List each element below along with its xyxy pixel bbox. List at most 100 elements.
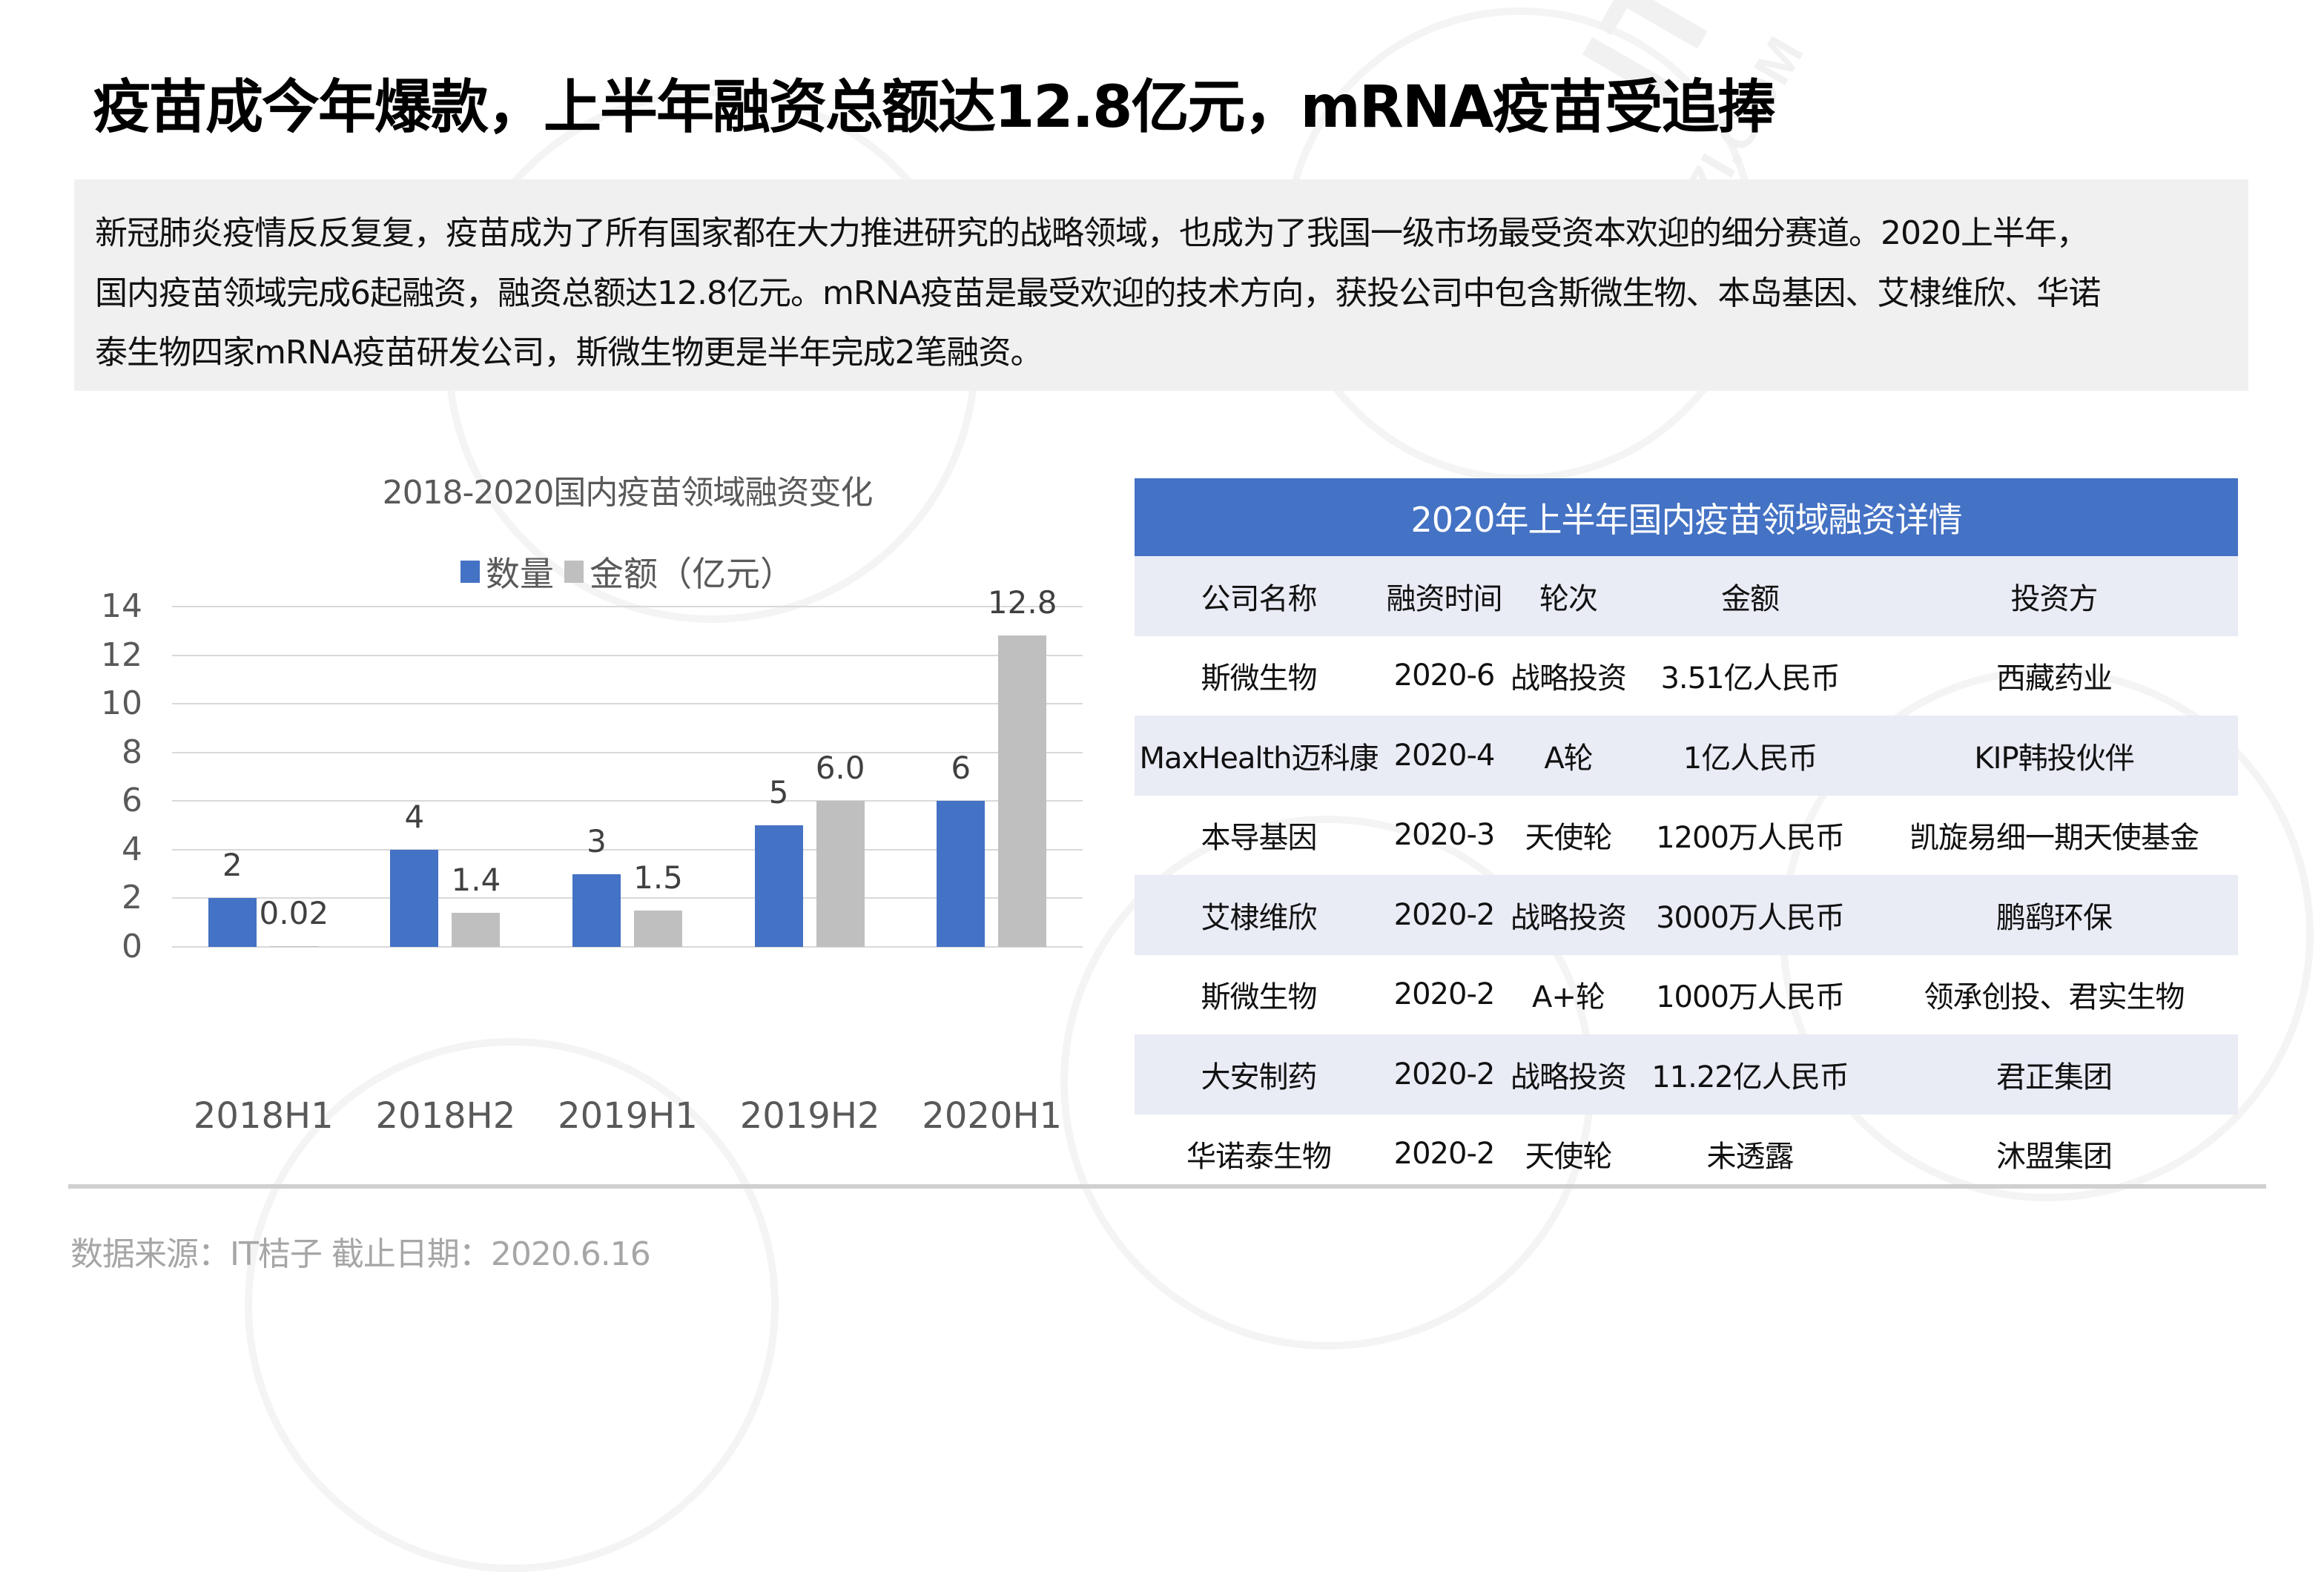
y-axis-tick: 8	[122, 733, 142, 771]
round-cell: A+轮	[1532, 980, 1605, 1015]
date-cell: 2020-2	[1393, 897, 1496, 932]
y-axis-tick: 4	[122, 830, 142, 868]
company-cell: 华诺泰生物	[1186, 1140, 1332, 1175]
data-label: 0.02	[259, 895, 329, 932]
legend-label: 数量	[486, 554, 554, 594]
date-cell: 2020-2	[1393, 1137, 1496, 1172]
company-cell: 艾棣维欣	[1201, 900, 1318, 935]
table-row: MaxHealth迈科康 2020-4 A轮 1亿人民币 KIP韩投伙伴	[1135, 716, 2238, 796]
chart-title: 2018-2020国内疫苗领域融资变化	[382, 474, 874, 512]
bar-amount	[269, 946, 318, 947]
table-row: 斯微生物 2020-6 战略投资 3.51亿人民币 西藏药业	[1135, 636, 2238, 716]
data-label: 1.5	[633, 859, 683, 896]
column-header: 金额	[1721, 581, 1780, 616]
table-row: 艾棣维欣 2020-2 战略投资 3000万人民币 鹏鹞环保	[1135, 875, 2238, 955]
x-axis-label: 2019H2	[739, 1095, 880, 1137]
bar-amount	[816, 801, 865, 947]
gridline	[172, 848, 1083, 851]
company-cell: 大安制药	[1201, 1060, 1318, 1094]
amount-cell: 1亿人民币	[1683, 741, 1818, 776]
bar-count	[208, 898, 257, 947]
gridline	[172, 946, 1083, 948]
table-header-row: 公司名称 融资时间 轮次 金额 投资方	[1135, 556, 2238, 636]
summary-line: 泰生物四家mRNA疫苗研发公司，斯微生物更是半年完成2笔融资。	[95, 334, 1043, 371]
column-header: 公司名称	[1201, 581, 1318, 616]
data-label: 1.4	[451, 862, 501, 899]
date-cell: 2020-6	[1393, 658, 1496, 693]
round-cell: 战略投资	[1511, 1060, 1627, 1094]
company-cell: 斯微生物	[1201, 661, 1318, 696]
chart-legend: 数量 金额（亿元）	[172, 547, 1083, 596]
table-row: 大安制药 2020-2 战略投资 11.22亿人民币 君正集团	[1135, 1034, 2238, 1114]
y-axis-tick: 12	[101, 635, 142, 674]
y-axis-tick: 14	[101, 587, 142, 625]
y-axis-tick: 10	[101, 684, 142, 723]
bar-amount	[634, 910, 682, 947]
column-header: 投资方	[2010, 581, 2099, 616]
data-label: 5	[768, 774, 789, 811]
data-label: 3	[587, 822, 607, 859]
legend-item-count: 数量	[460, 547, 554, 596]
bar-count	[572, 873, 621, 947]
summary-line: 国内疫苗领域完成6起融资，融资总额达12.8亿元。mRNA疫苗是最受欢迎的技术方…	[95, 274, 2101, 312]
data-source-note: 数据来源：IT桔子 截止日期：2020.6.16	[70, 1235, 651, 1273]
table-row: 华诺泰生物 2020-2 天使轮 未透露 沐盟集团	[1135, 1114, 2238, 1195]
gridline	[172, 654, 1083, 656]
bar-count	[390, 849, 439, 947]
date-cell: 2020-2	[1393, 1057, 1496, 1092]
footer-divider	[68, 1184, 2266, 1189]
amount-cell: 11.22亿人民币	[1651, 1060, 1849, 1094]
gridline	[172, 897, 1083, 899]
x-axis-label: 2019H1	[558, 1095, 698, 1137]
x-axis-label: 2018H1	[193, 1095, 334, 1137]
investor-cell: 西藏药业	[1996, 661, 2113, 696]
date-cell: 2020-4	[1393, 738, 1496, 773]
data-label: 12.8	[987, 584, 1057, 621]
bar-amount	[452, 913, 501, 947]
data-label: 2	[222, 847, 242, 884]
amount-cell: 1200万人民币	[1656, 821, 1845, 856]
gridline	[172, 751, 1083, 753]
bar-count	[754, 825, 803, 947]
investor-cell: 领承创投、君实生物	[1924, 980, 2185, 1015]
amount-cell: 3.51亿人民币	[1660, 661, 1840, 696]
summary-box: 新冠肺炎疫情反反复复，疫苗成为了所有国家都在大力推进研究的战略领域，也成为了我国…	[74, 179, 2248, 391]
table-row: 斯微生物 2020-2 A+轮 1000万人民币 领承创投、君实生物	[1135, 955, 2238, 1035]
table-title: 2020年上半年国内疫苗领域融资详情	[1135, 478, 2238, 556]
legend-item-amount: 金额（亿元）	[564, 547, 794, 596]
data-label: 4	[404, 798, 425, 835]
company-cell: 斯微生物	[1201, 980, 1318, 1015]
data-label: 6	[951, 750, 971, 787]
investor-cell: KIP韩投伙伴	[1974, 741, 2134, 776]
x-axis-label: 2018H2	[375, 1095, 516, 1137]
round-cell: 天使轮	[1525, 821, 1613, 856]
round-cell: 战略投资	[1511, 900, 1627, 935]
bar-count	[937, 801, 986, 947]
bar-amount	[998, 635, 1047, 947]
amount-cell: 3000万人民币	[1656, 900, 1845, 935]
y-axis-tick: 6	[122, 782, 142, 820]
company-cell: MaxHealth迈科康	[1139, 741, 1379, 776]
company-cell: 本导基因	[1201, 821, 1318, 856]
date-cell: 2020-2	[1393, 977, 1496, 1012]
date-cell: 2020-3	[1393, 818, 1496, 853]
gridline	[172, 606, 1083, 607]
y-axis-tick: 2	[122, 879, 142, 917]
amount-cell: 未透露	[1706, 1140, 1795, 1175]
investor-cell: 鹏鹞环保	[1996, 900, 2113, 935]
round-cell: 战略投资	[1511, 661, 1627, 696]
legend-label: 金额（亿元）	[590, 554, 794, 594]
legend-swatch-blue-icon	[460, 561, 480, 583]
gridline	[172, 800, 1083, 802]
column-header: 轮次	[1539, 581, 1598, 616]
round-cell: A轮	[1544, 741, 1593, 776]
gridline	[172, 703, 1083, 705]
investor-cell: 沐盟集团	[1996, 1140, 2113, 1175]
column-header: 融资时间	[1386, 581, 1503, 616]
table-row: 本导基因 2020-3 天使轮 1200万人民币 凯旋易细一期天使基金	[1135, 796, 2238, 876]
x-axis-label: 2020H1	[922, 1095, 1063, 1137]
legend-swatch-gray-icon	[564, 561, 584, 583]
amount-cell: 1000万人民币	[1656, 980, 1845, 1015]
round-cell: 天使轮	[1525, 1140, 1613, 1175]
summary-line: 新冠肺炎疫情反反复复，疫苗成为了所有国家都在大力推进研究的战略领域，也成为了我国…	[95, 214, 2089, 252]
